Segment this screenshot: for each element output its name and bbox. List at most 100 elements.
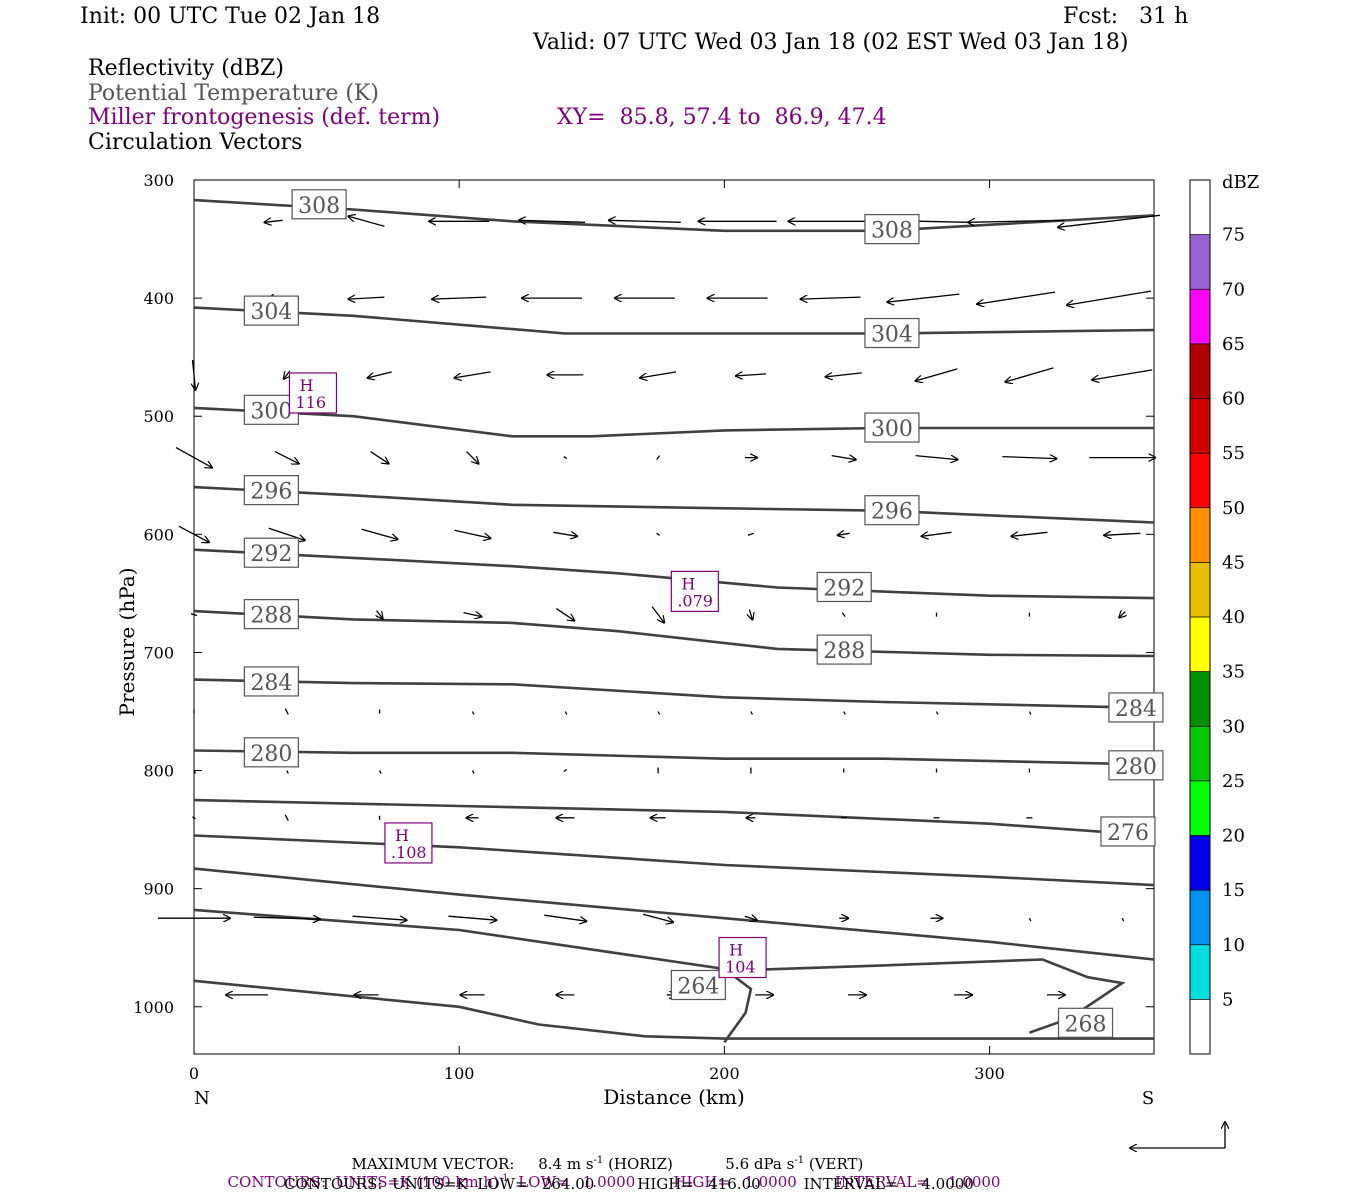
contour-label: 264 <box>677 974 719 999</box>
theta-contour-line <box>193 306 1155 335</box>
circulation-vector <box>841 612 846 617</box>
circulation-vector <box>640 371 677 378</box>
circulation-vector <box>1119 612 1125 618</box>
frontogenesis-high-label: H <box>681 574 695 593</box>
contour-label-box <box>1108 692 1164 723</box>
circulation-vector <box>1104 533 1141 535</box>
colorbar-level-label: 40 <box>1222 607 1245 628</box>
theta-contour-line <box>193 548 1155 600</box>
circulation-vector <box>463 613 482 617</box>
circulation-vector <box>843 711 846 715</box>
circulation-vector <box>190 612 198 617</box>
circulation-vector <box>286 770 289 774</box>
circulation-vector <box>838 533 850 535</box>
circulation-vector <box>361 528 398 539</box>
field-potential-temperature: Potential Temperature (K) <box>88 81 379 106</box>
frontogenesis-high-value: 116 <box>295 393 326 412</box>
colorbar-swatch <box>1190 671 1210 727</box>
circulation-vector <box>466 451 479 464</box>
circulation-vector <box>377 610 383 619</box>
frontogenesis-units-exponent: -1 <box>498 1173 509 1184</box>
contour-label-box <box>816 634 872 665</box>
colorbar-swatch <box>1190 180 1210 235</box>
circulation-vector <box>348 297 385 299</box>
frontogenesis-range: LOW= 1.0000 HIGH= 1.0000 INTERVAL= 1.000… <box>508 1173 1001 1191</box>
circulation-vector <box>1028 917 1032 922</box>
theta-contour-info: CONTOURS: UNITS=K LOW= 264.00 HIGH= 416.… <box>284 1175 974 1193</box>
circulation-vector <box>750 711 753 715</box>
north-label: N <box>194 1088 210 1109</box>
contour-label: 288 <box>823 639 865 664</box>
circulation-vector <box>553 532 577 536</box>
circulation-vector <box>471 770 475 774</box>
frontogenesis-high-box <box>670 570 719 612</box>
contour-label-box <box>864 412 920 443</box>
circulation-vector <box>379 770 382 774</box>
vert-max-value: 5.6 dPa s <box>725 1155 795 1173</box>
field-frontogenesis: Miller frontogenesis (def. term) <box>88 105 441 130</box>
circulation-vector <box>564 711 568 715</box>
circulation-vector <box>370 451 389 464</box>
circulation-vector <box>448 915 497 920</box>
contour-label-box <box>864 495 920 526</box>
y-tick-label: 600 <box>143 525 174 544</box>
circulation-vector <box>455 371 491 378</box>
circulation-vector <box>1002 457 1056 459</box>
colorbar-swatch <box>1190 234 1210 290</box>
contour-label: 276 <box>1107 821 1149 846</box>
vert-unit-exponent: -1 <box>794 1155 805 1166</box>
theta-contour-line <box>193 485 1155 524</box>
plot-frame <box>193 179 1155 1055</box>
theta-contour-line <box>193 867 1155 961</box>
colorbar-level-label: 35 <box>1222 662 1245 683</box>
circulation-vector <box>544 914 586 921</box>
contour-label: 292 <box>250 542 292 567</box>
circulation-vector <box>368 371 392 378</box>
contour-label: 300 <box>871 417 913 442</box>
colorbar-level-label: 30 <box>1222 716 1245 737</box>
colorbar-swatch <box>1190 999 1210 1054</box>
x-tick-label: 200 <box>709 1064 740 1083</box>
theta-contour-line <box>193 749 1155 766</box>
circulation-vector <box>563 768 568 773</box>
circulation-vector <box>749 609 752 620</box>
colorbar-swatch <box>1190 343 1210 399</box>
contour-label: 308 <box>298 194 340 219</box>
circulation-vector <box>175 447 212 468</box>
contour-label-box <box>1108 750 1164 781</box>
contour-label-box <box>1100 816 1156 847</box>
y-axis-title: Pressure (hPa) <box>115 568 139 717</box>
circulation-vector <box>471 711 475 715</box>
circulation-vector <box>193 359 196 390</box>
contour-label: 308 <box>871 219 913 244</box>
circulation-vector <box>253 917 320 919</box>
circulation-vector <box>747 532 755 536</box>
circulation-vector <box>563 456 568 460</box>
y-tick-label: 900 <box>143 880 174 899</box>
x-tick-label: 300 <box>974 1064 1005 1083</box>
circulation-vector <box>656 455 661 460</box>
circulation-vector <box>348 216 385 227</box>
colorbar-level-label: 50 <box>1222 498 1245 519</box>
circulation-vector <box>284 708 289 715</box>
colorbar-swatch <box>1190 562 1210 617</box>
frontogenesis-high-value: .079 <box>677 591 713 610</box>
y-tick-label: 300 <box>143 171 174 190</box>
x-tick-label: 0 <box>189 1064 199 1083</box>
contour-label-box <box>816 571 872 603</box>
y-tick-label: 1000 <box>133 998 174 1017</box>
contour-label-box <box>1057 1007 1114 1038</box>
circulation-vector <box>642 913 673 922</box>
theta-contour-line <box>193 908 753 1043</box>
circulation-vector <box>915 454 958 460</box>
contour-label-box <box>243 599 299 630</box>
circulation-vector <box>178 525 209 542</box>
vert-tag: (VERT) <box>808 1155 864 1173</box>
contour-label: 304 <box>250 300 292 325</box>
contour-label: 296 <box>250 480 292 505</box>
circulation-vector <box>968 220 1065 222</box>
circulation-vector <box>1011 532 1048 536</box>
colorbar-swatch <box>1190 289 1210 344</box>
horiz-tag: (HORIZ) <box>608 1155 673 1173</box>
south-label: S <box>1142 1088 1154 1109</box>
